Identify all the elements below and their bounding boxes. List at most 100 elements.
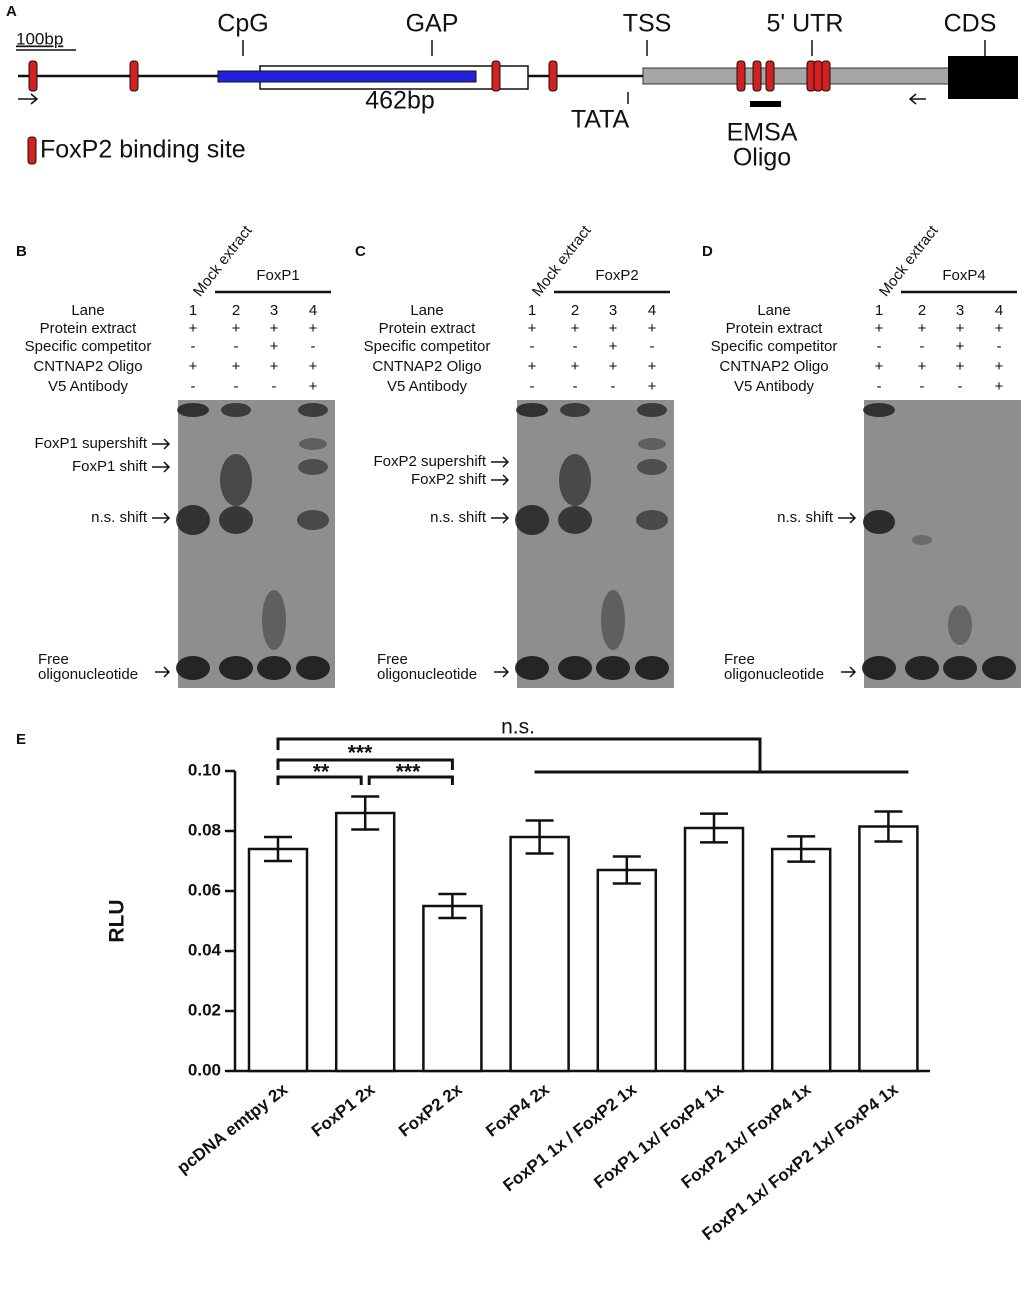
- lane-cell: +: [956, 358, 965, 375]
- row-label: CNTNAP2 Oligo: [719, 358, 828, 375]
- y-tick-label: 0.00: [188, 1060, 221, 1079]
- gel-band: [559, 454, 591, 506]
- utr-box: [642, 67, 951, 85]
- lane-cell: 3: [270, 302, 278, 319]
- gel-band: [298, 403, 328, 417]
- gel-band: [299, 438, 327, 450]
- panel-label: D: [702, 243, 713, 260]
- gel-band: [862, 656, 896, 680]
- emsa-label: EMSA: [727, 119, 798, 147]
- lane-cell: +: [648, 320, 657, 337]
- lane-cell: +: [528, 320, 537, 337]
- lane-cell: -: [920, 378, 925, 395]
- sig-label: ***: [348, 742, 373, 765]
- row-label: V5 Antibody: [387, 378, 468, 395]
- gel-band: [516, 403, 548, 417]
- gel-band: [558, 506, 592, 534]
- error-bar: [787, 835, 816, 863]
- gel-band: [297, 510, 329, 530]
- gel-band: [515, 656, 549, 680]
- lane-cell: -: [611, 378, 616, 395]
- cpg-box: [217, 70, 477, 83]
- lane-cell: +: [309, 358, 318, 375]
- error-bar: [612, 855, 641, 885]
- row-label: CNTNAP2 Oligo: [372, 358, 481, 375]
- band-arrow: [491, 512, 510, 524]
- lane-cell: +: [956, 338, 965, 355]
- gel-band: [176, 505, 210, 535]
- binding-site: [736, 60, 746, 92]
- lane-cell: -: [530, 338, 535, 355]
- bar: [770, 847, 832, 1073]
- feature-ticks: [242, 40, 986, 104]
- lane-cell: -: [877, 378, 882, 395]
- lane-cell: +: [956, 320, 965, 337]
- gel-band: [221, 403, 251, 417]
- gel: [178, 400, 335, 688]
- lane-cell: -: [191, 378, 196, 395]
- free-label: Free: [38, 651, 69, 668]
- lane-cell: +: [571, 358, 580, 375]
- lane-cell: -: [234, 378, 239, 395]
- band-label: n.s. shift: [777, 509, 834, 526]
- sig-bracket: [276, 737, 909, 774]
- row-label: Specific competitor: [364, 338, 491, 355]
- lane-cell: +: [309, 378, 318, 395]
- gel-band: [558, 656, 592, 680]
- lane-cell: +: [309, 320, 318, 337]
- gel-band: [177, 403, 209, 417]
- lane-cell: -: [650, 338, 655, 355]
- gel-band: [948, 605, 972, 645]
- gel-band: [601, 590, 625, 650]
- band-arrow: [841, 666, 857, 678]
- free-label: oligonucleotide: [724, 666, 824, 683]
- row-label: Protein extract: [379, 320, 477, 337]
- free-label: oligonucleotide: [38, 666, 138, 683]
- lane-cell: -: [530, 378, 535, 395]
- y-tick-label: 0.08: [188, 820, 221, 839]
- binding-site: [548, 60, 558, 92]
- feature-label: CpG: [217, 10, 268, 38]
- lane-cell: +: [648, 378, 657, 395]
- lane-cell: 4: [648, 302, 656, 319]
- lane-cell: -: [573, 378, 578, 395]
- gel-band: [638, 438, 666, 450]
- x-tick-label: FoxP2 2x: [395, 1079, 466, 1140]
- sig-bracket: [276, 758, 454, 770]
- gel-band: [560, 403, 590, 417]
- lane-cell: -: [920, 338, 925, 355]
- binding-site: [813, 60, 823, 92]
- gel-band: [257, 656, 291, 680]
- bar: [858, 825, 919, 1073]
- row-label: V5 Antibody: [48, 378, 129, 395]
- error-bar: [351, 795, 380, 831]
- row-label: Specific competitor: [25, 338, 152, 355]
- lane-cell: +: [918, 320, 927, 337]
- error-bar: [700, 812, 728, 844]
- y-tick-label: 0.06: [188, 880, 221, 899]
- free-label: Free: [377, 651, 408, 668]
- lane-cell: +: [270, 358, 279, 375]
- band-arrow: [491, 456, 510, 468]
- gel-band: [905, 656, 939, 680]
- lane-cell: +: [918, 358, 927, 375]
- cds-box: [948, 56, 1018, 99]
- error-bar: [525, 819, 554, 855]
- lane-cell: +: [995, 358, 1004, 375]
- lane-cell: 2: [571, 302, 579, 319]
- emsa-label: Oligo: [733, 144, 791, 172]
- lane-cell: +: [875, 358, 884, 375]
- sig-bracket: [276, 775, 454, 785]
- band-arrow: [152, 438, 171, 450]
- panel-label: B: [16, 243, 27, 260]
- scale-label: 100bp: [16, 29, 63, 48]
- lane-cell: +: [528, 358, 537, 375]
- lane-cell: 2: [232, 302, 240, 319]
- gel-band: [635, 656, 669, 680]
- feature-label: TSS: [623, 10, 672, 38]
- gel-band: [596, 656, 630, 680]
- lane-cell: +: [609, 320, 618, 337]
- binding-site: [765, 60, 775, 92]
- group-label: FoxP1: [256, 267, 299, 284]
